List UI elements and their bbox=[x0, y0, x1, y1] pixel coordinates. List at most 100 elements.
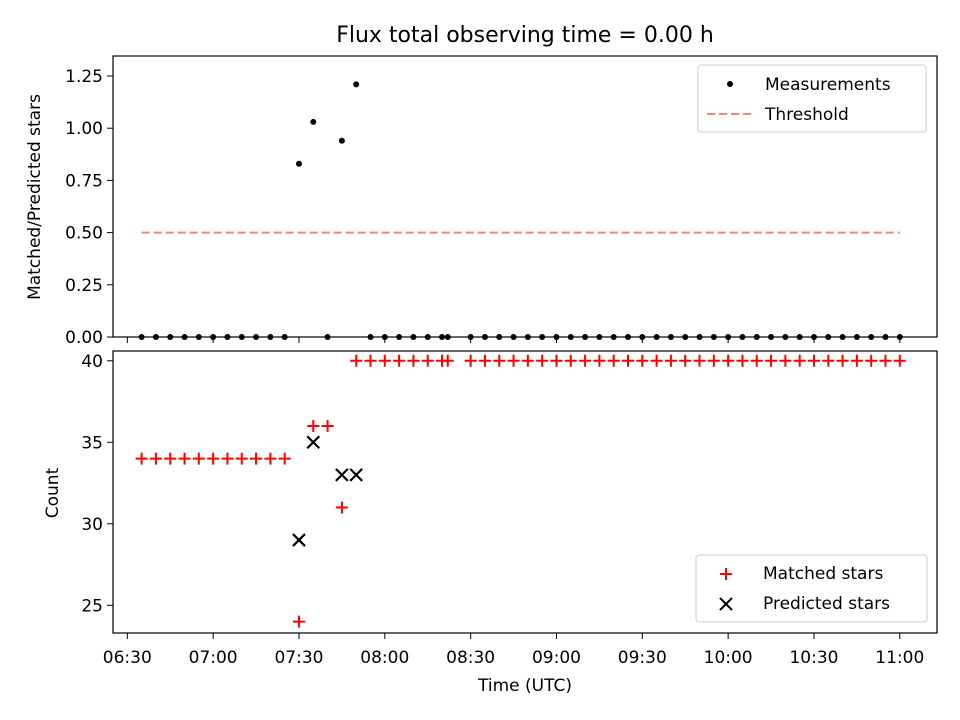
matched-star-point bbox=[192, 452, 205, 465]
top-y-tick-label: 0.25 bbox=[65, 276, 103, 296]
matched-star-point bbox=[364, 354, 377, 367]
top-y-axis-label: Matched/Predicted stars bbox=[25, 94, 45, 300]
chart-title: Flux total observing time = 0.00 h bbox=[336, 23, 714, 48]
top-y-axis: 0.00 0.25 0.50 0.75 1.00 1.25 bbox=[65, 67, 113, 348]
matched-star-point bbox=[793, 354, 806, 367]
top-y-tick-label: 1.25 bbox=[65, 67, 103, 87]
matched-star-point bbox=[879, 354, 892, 367]
matched-star-point bbox=[207, 452, 220, 465]
measurement-point bbox=[310, 118, 317, 125]
legend-threshold-label: Threshold bbox=[764, 105, 849, 125]
top-plot-frame bbox=[112, 55, 938, 338]
matched-star-point bbox=[135, 452, 148, 465]
x-tick-label: 08:30 bbox=[446, 648, 495, 668]
matched-star-point bbox=[521, 354, 534, 367]
bottom-y-tick-label: 25 bbox=[81, 596, 103, 616]
legend-matched-label: Matched stars bbox=[763, 564, 883, 584]
matched-star-point bbox=[850, 354, 863, 367]
matched-star-point bbox=[464, 354, 477, 367]
matched-star-point bbox=[292, 615, 305, 628]
matched-star-point bbox=[378, 354, 391, 367]
x-tick-label: 09:30 bbox=[618, 648, 667, 668]
matched-star-point bbox=[779, 354, 792, 367]
predicted-star-point bbox=[349, 468, 363, 482]
bottom-x-axis: 06:30 07:00 07:30 08:00 08:30 09:00 09:30 10:00… bbox=[103, 633, 924, 668]
matched-star-point bbox=[321, 419, 334, 432]
matched-star-point bbox=[736, 354, 749, 367]
x-tick-label: 07:00 bbox=[189, 648, 238, 668]
x-axis-label: Time (UTC) bbox=[477, 676, 572, 696]
bottom-y-axis: 25 30 35 40 bbox=[81, 352, 113, 616]
predicted-star-point bbox=[292, 533, 306, 547]
top-y-tick-label: 0.75 bbox=[65, 171, 103, 191]
legend-matched-marker bbox=[720, 568, 732, 580]
matched-star-point bbox=[765, 354, 778, 367]
matched-star-point bbox=[622, 354, 634, 367]
top-y-tick-label: 0.00 bbox=[65, 328, 103, 348]
matched-star-point bbox=[593, 354, 606, 367]
matched-star-point bbox=[307, 419, 320, 432]
legend-predicted-label: Predicted stars bbox=[763, 594, 890, 614]
matched-star-point bbox=[722, 354, 735, 367]
matched-star-point bbox=[393, 354, 406, 367]
matched-star-point bbox=[865, 354, 878, 367]
x-tick-label: 06:30 bbox=[103, 648, 152, 668]
x-tick-label: 10:30 bbox=[789, 648, 838, 668]
matched-star-point bbox=[264, 452, 277, 465]
matched-star-point bbox=[636, 354, 649, 367]
legend-predicted-marker bbox=[719, 597, 733, 611]
bottom-plot-frame bbox=[112, 350, 938, 634]
matched-star-point bbox=[664, 354, 677, 367]
predicted-star-point bbox=[335, 468, 349, 482]
legend-measurements-label: Measurements bbox=[765, 75, 891, 95]
matched-star-point bbox=[579, 354, 592, 367]
x-tick-label: 08:00 bbox=[360, 648, 409, 668]
bottom-y-tick-label: 40 bbox=[81, 352, 103, 372]
matched-star-point bbox=[607, 354, 620, 367]
measurement-point bbox=[353, 81, 360, 88]
matched-star-point bbox=[493, 354, 506, 367]
matched-star-point bbox=[278, 452, 291, 465]
x-tick-label: 07:30 bbox=[274, 648, 323, 668]
top-y-tick-label: 0.50 bbox=[65, 224, 103, 244]
matched-star-point bbox=[693, 354, 706, 367]
measurement-point bbox=[295, 160, 302, 167]
matched-star-point bbox=[707, 354, 720, 367]
bottom-y-axis-label: Count bbox=[43, 467, 63, 518]
top-y-tick-label: 1.00 bbox=[65, 119, 103, 139]
matched-star-point bbox=[235, 452, 248, 465]
matched-star-point bbox=[164, 452, 177, 465]
matched-star-point bbox=[507, 354, 520, 367]
measurement-point bbox=[338, 137, 345, 144]
matched-star-point bbox=[335, 501, 348, 514]
bottom-marks bbox=[135, 354, 906, 628]
bottom-y-tick-label: 35 bbox=[81, 433, 103, 453]
matched-star-point bbox=[550, 354, 563, 367]
matched-star-point bbox=[250, 452, 263, 465]
x-tick-label: 10:00 bbox=[704, 648, 753, 668]
x-tick-label: 11:00 bbox=[875, 648, 924, 668]
top-legend: Measurements Threshold bbox=[697, 64, 927, 133]
top-panel: 0.00 0.25 0.50 0.75 1.00 1.25 Matched/Predict… bbox=[25, 55, 938, 348]
matched-star-point bbox=[750, 354, 763, 367]
matched-star-point bbox=[893, 354, 906, 367]
matched-star-point bbox=[149, 452, 162, 465]
bottom-legend: Matched stars Predicted stars bbox=[695, 554, 928, 623]
matched-star-point bbox=[178, 452, 191, 465]
predicted-star-point bbox=[306, 435, 321, 450]
matched-star-point bbox=[350, 354, 363, 367]
matched-star-point bbox=[221, 452, 234, 465]
matched-star-point bbox=[679, 354, 692, 367]
matched-star-point bbox=[478, 354, 491, 367]
matched-star-point bbox=[564, 354, 577, 367]
matched-star-point bbox=[421, 354, 434, 367]
matched-star-point bbox=[836, 354, 849, 367]
matched-star-point bbox=[536, 354, 549, 367]
bottom-y-tick-label: 30 bbox=[81, 515, 103, 535]
matched-star-point bbox=[407, 354, 420, 367]
matched-star-point bbox=[807, 354, 820, 367]
matched-star-point bbox=[650, 354, 663, 367]
x-tick-label: 09:00 bbox=[532, 648, 581, 668]
